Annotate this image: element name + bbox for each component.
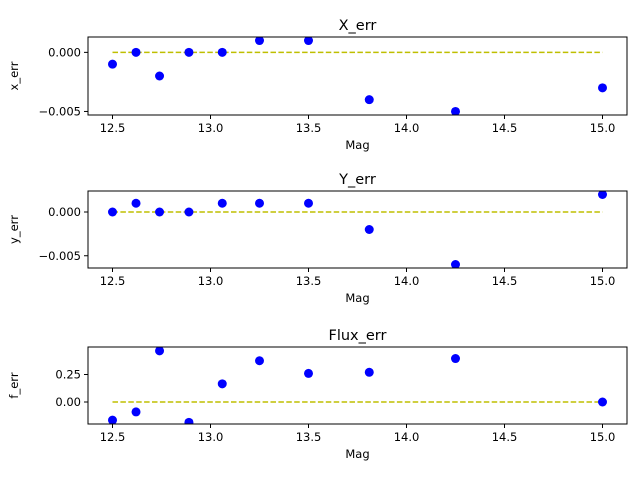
chart-1-xtick-label-1: 12.5 (100, 121, 126, 135)
chart-3-axes-frame (87, 346, 628, 425)
chart-1-xlabel: Mag (345, 138, 369, 152)
chart-2-xtick-label-5: 14.5 (492, 274, 518, 288)
chart-2-point-9 (451, 260, 460, 268)
chart-2-xtick-label-1: 12.5 (100, 274, 126, 288)
chart-3-ylabel: f_err (7, 372, 21, 398)
chart-2-point-6 (255, 198, 264, 208)
chart-1-xtick-label-3: 13.5 (296, 121, 322, 135)
chart-1-point-1 (108, 59, 117, 69)
chart-2-point-3 (155, 207, 165, 217)
chart-1-point-4 (184, 47, 194, 57)
chart-3-point-3 (155, 347, 165, 356)
chart-3-point-4 (184, 417, 194, 424)
chart-1-ytick-label-2: −0.005 (38, 104, 81, 118)
chart-3-xtick-label-3: 13.5 (296, 430, 322, 444)
chart-3-point-7 (304, 368, 313, 378)
chart-3-xtick-label-2: 13.0 (198, 430, 224, 444)
chart-1-point-7 (304, 37, 313, 46)
chart-1-ylabel: x_err (7, 61, 21, 90)
chart-2-ylabel: y_err (7, 215, 21, 244)
chart-1-point-9 (451, 106, 460, 115)
chart-2-point-1 (108, 207, 117, 217)
chart-2-point-2 (131, 198, 141, 208)
chart-2-point-10 (598, 191, 607, 199)
chart-1-xtick-label-4: 14.0 (394, 121, 420, 135)
chart-1-xtick-label-5: 14.5 (492, 121, 518, 135)
chart-2-point-8 (364, 225, 374, 234)
chart-2-xtick-label-2: 13.0 (198, 274, 224, 288)
chart-1-title: X_err (339, 18, 377, 34)
chart-2-point-4 (184, 207, 194, 217)
chart-3-xtick-label-4: 14.0 (394, 430, 420, 444)
chart-2-xtick-label-6: 15.0 (590, 274, 616, 288)
chart-2-xtick-label-4: 14.0 (394, 274, 420, 288)
chart-2-point-7 (304, 198, 313, 208)
chart-1-xtick-label-2: 13.0 (198, 121, 224, 135)
chart-3-point-2 (131, 407, 141, 417)
chart-3-xtick-label-5: 14.5 (492, 430, 518, 444)
chart-2-ytick-label-2: −0.005 (38, 249, 81, 263)
chart-2-ytick-label-1: 0.000 (48, 205, 81, 219)
chart-1-xtick-label-6: 15.0 (590, 121, 616, 135)
chart-3-point-8 (364, 367, 374, 377)
chart-3-title: Flux_err (329, 328, 387, 344)
chart-3-point-6 (255, 356, 264, 366)
chart-2-title: Y_err (338, 172, 376, 188)
chart-1-point-2 (131, 47, 141, 57)
chart-3-xtick-label-6: 15.0 (590, 430, 616, 444)
chart-2-xtick-label-3: 13.5 (296, 274, 322, 288)
chart-3-point-9 (451, 354, 460, 364)
chart-3-point-1 (108, 415, 117, 424)
chart-3-xlabel: Mag (345, 447, 369, 461)
chart-3-ytick-label-2: 0.00 (55, 395, 81, 409)
chart-2-xlabel: Mag (345, 291, 369, 305)
chart-1-axes-frame (87, 36, 628, 116)
chart-2-point-5 (217, 198, 227, 208)
chart-1-point-3 (155, 71, 165, 81)
chart-3-point-10 (598, 397, 607, 407)
chart-2-axes-frame (87, 190, 628, 269)
chart-1-point-5 (217, 47, 227, 57)
chart-3-point-5 (217, 379, 227, 389)
chart-3-ytick-label-1: 0.25 (55, 368, 81, 382)
chart-1-point-8 (364, 95, 374, 105)
chart-1-ytick-label-1: 0.000 (48, 45, 81, 59)
chart-1-point-6 (255, 37, 264, 46)
chart-1-point-10 (598, 83, 607, 93)
chart-3-xtick-label-1: 12.5 (100, 430, 126, 444)
